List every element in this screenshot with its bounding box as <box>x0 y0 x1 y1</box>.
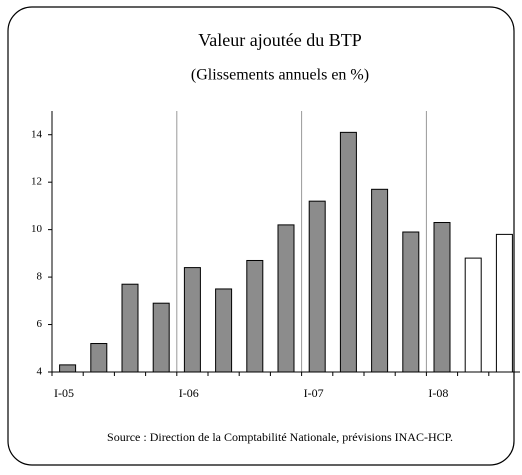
y-tick-label: 12 <box>31 176 42 188</box>
chart-subtitle: (Glissements annuels en %) <box>191 67 369 84</box>
bar <box>339 131 357 373</box>
bar <box>371 188 389 373</box>
y-tick-label: 4 <box>37 366 43 378</box>
bar <box>308 200 326 373</box>
bar <box>495 233 513 373</box>
bar <box>464 257 482 373</box>
bar <box>402 231 420 373</box>
x-tick-label: I-06 <box>179 386 199 400</box>
bar <box>433 222 451 373</box>
bar <box>277 224 295 373</box>
source-note: Source : Direction de la Comptabilité Na… <box>107 430 453 444</box>
y-tick-label: 8 <box>37 271 43 283</box>
y-tick-label: 6 <box>37 318 43 330</box>
bar <box>59 364 77 373</box>
y-tick-label: 10 <box>31 223 43 235</box>
bar <box>183 267 201 373</box>
bar <box>152 302 170 373</box>
x-tick-label: I-07 <box>304 386 324 400</box>
bar <box>246 259 264 373</box>
x-tick-label: I-05 <box>54 386 74 400</box>
chart-title: Valeur ajoutée du BTP <box>198 30 361 50</box>
x-tick-label: I-08 <box>428 386 448 400</box>
bar <box>90 343 108 373</box>
y-tick-label: 14 <box>31 128 43 140</box>
bar <box>121 283 139 373</box>
bar <box>215 288 233 373</box>
